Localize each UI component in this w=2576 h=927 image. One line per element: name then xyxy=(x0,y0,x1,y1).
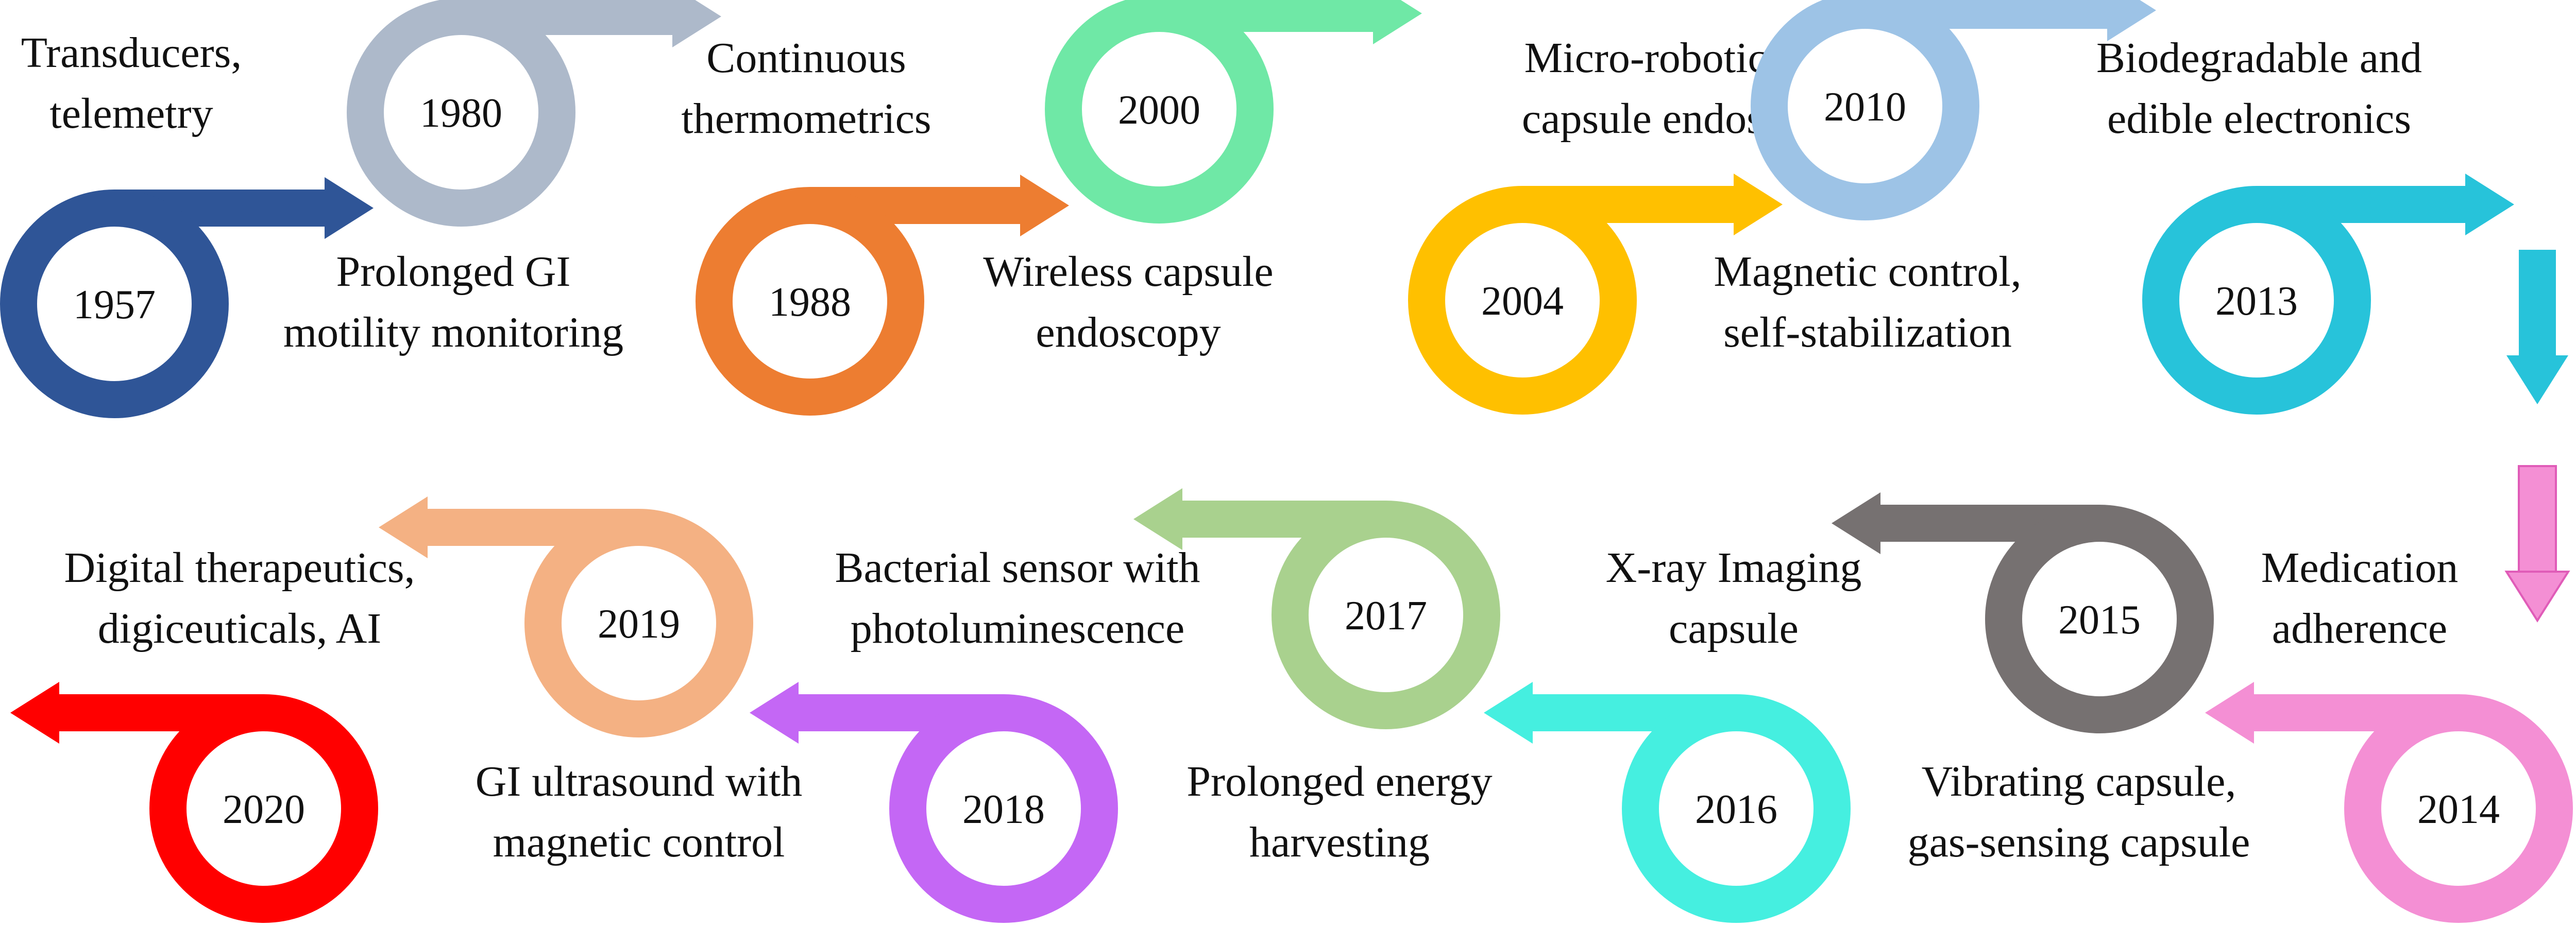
milestone-ring xyxy=(0,190,229,418)
milestone-label: Continuous thermometrics xyxy=(681,34,931,143)
milestone-2013: 2013 Biodegradable and edible electronics xyxy=(2096,34,2514,415)
milestone-ring xyxy=(2344,694,2573,923)
milestone-ring xyxy=(696,187,924,416)
milestone-ring xyxy=(1045,0,1274,224)
milestone-year: 1957 xyxy=(73,282,156,328)
connector-arrow-cyan-shaft xyxy=(2519,250,2556,355)
milestone-year: 2018 xyxy=(962,787,1045,832)
milestone-ring xyxy=(149,694,378,923)
milestone-year: 2016 xyxy=(1695,787,1777,832)
milestone-label: Medication adherence xyxy=(2261,544,2459,653)
connector-arrow-pink-head xyxy=(2504,571,2570,623)
milestone-label: Magnetic control, self-stabilization xyxy=(1714,248,2021,356)
milestone-year: 2014 xyxy=(2417,787,2500,832)
milestone-arrow-head xyxy=(2465,174,2514,235)
milestone-ring xyxy=(1751,0,1979,220)
milestone-ring xyxy=(1985,505,2214,733)
milestone-year: 2013 xyxy=(2215,279,2298,324)
milestone-arrow-head xyxy=(750,682,799,744)
milestone-label: Bacterial sensor with photoluminescence xyxy=(835,544,1200,653)
milestone-ring xyxy=(1272,501,1500,729)
milestone-label: Biodegradable and edible electronics xyxy=(2096,34,2422,143)
milestone-label: X-ray Imaging capsule xyxy=(1606,544,1862,653)
milestone-ring xyxy=(1408,186,1637,415)
milestone-ring xyxy=(889,694,1118,923)
milestone-year: 2004 xyxy=(1481,279,1564,324)
milestone-ring xyxy=(347,0,575,227)
milestone-arrow-head xyxy=(1020,175,1069,236)
milestone-ring xyxy=(524,509,753,737)
milestone-arrow-head xyxy=(672,0,721,47)
milestone-arrow-head xyxy=(2205,682,2254,744)
milestone-year: 1988 xyxy=(769,280,851,325)
milestone-year: 2010 xyxy=(1824,84,1906,130)
milestone-year: 2020 xyxy=(223,787,305,832)
milestone-year: 2015 xyxy=(2058,597,2141,643)
milestone-ring xyxy=(1622,694,1851,923)
milestone-label: Transducers, telemetry xyxy=(21,29,242,138)
milestone-year: 1980 xyxy=(420,91,502,136)
milestone-arrow-head xyxy=(1832,492,1880,554)
milestone-2017: 2017 Prolonged energy harvesting xyxy=(1133,488,1500,866)
milestone-1957: 1957 Transducers, telemetry xyxy=(0,29,374,418)
milestone-1988: 1988 Continuous thermometrics xyxy=(681,34,1069,416)
milestone-label: Prolonged energy harvesting xyxy=(1187,758,1492,866)
milestone-arrow-head xyxy=(1484,682,1533,744)
milestone-2010: 2010 Magnetic control, self-stabilization xyxy=(1714,0,2156,356)
milestone-year: 2000 xyxy=(1118,88,1200,133)
milestone-year: 2019 xyxy=(598,602,680,647)
milestone-arrow-head xyxy=(379,496,428,558)
milestone-arrow-head xyxy=(1734,174,1783,235)
milestone-label: GI ultrasound with magnetic control xyxy=(476,758,803,866)
milestone-label: Digital therapeutics, digiceuticals, AI xyxy=(64,544,415,653)
milestone-label: Vibrating capsule, gas-sensing capsule xyxy=(1908,758,2250,866)
milestone-arrow-head xyxy=(10,682,59,744)
milestone-2015: 2015 Vibrating capsule, gas-sensing capsul… xyxy=(1832,492,2250,866)
milestone-2020: 2020 Digital therapeutics, digiceuticals, … xyxy=(10,544,415,923)
connector-arrow-cyan-head xyxy=(2506,355,2568,404)
milestone-ring xyxy=(2142,186,2371,415)
milestone-2019: 2019 GI ultrasound with magnetic control xyxy=(379,496,802,866)
milestone-arrow-head xyxy=(325,177,374,239)
milestone-2000: 2000 Wireless capsule endoscopy xyxy=(983,0,1422,356)
milestone-2018: 2018 Bacterial sensor with photoluminescen… xyxy=(750,544,1200,923)
milestone-arrow-head xyxy=(1373,0,1422,44)
milestone-1980: 1980 Prolonged GI motility monitoring xyxy=(283,0,721,356)
connector-arrow-pink-shaft xyxy=(2518,465,2557,573)
milestone-arrow-head xyxy=(1133,488,1182,550)
milestone-label: Prolonged GI motility monitoring xyxy=(283,248,623,356)
milestone-2016: 2016 X-ray Imaging capsule xyxy=(1484,544,1862,923)
row-connector-arrows xyxy=(2504,250,2570,623)
milestone-label: Wireless capsule endoscopy xyxy=(983,248,1273,356)
milestone-year: 2017 xyxy=(1345,593,1427,639)
milestone-arrow-head xyxy=(2107,0,2156,41)
milestone-2014: 2014 Medication adherence xyxy=(2205,544,2573,923)
